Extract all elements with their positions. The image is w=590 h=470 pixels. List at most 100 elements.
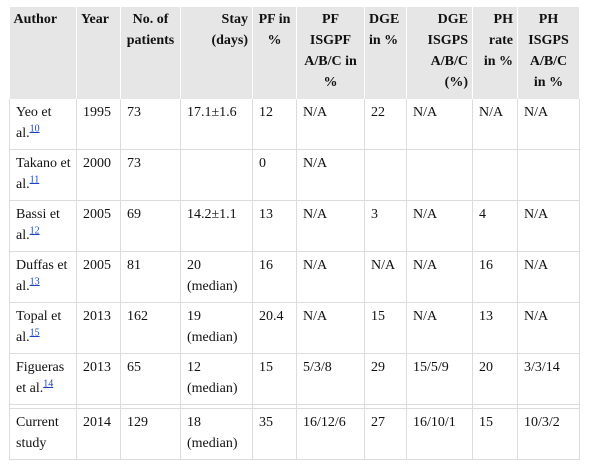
column-header: PH rate in %	[472, 7, 518, 99]
table-row: Current study 2014 129 18 (median) 35 16/12/6…	[9, 408, 580, 460]
ph-rate-cell: 16	[472, 251, 518, 303]
table-row: Topal et al.15 2013 162 19 (median) 20.4 N/A 1…	[9, 302, 580, 354]
column-header-line: PH	[493, 12, 513, 27]
dge-isgps-cell: 16/10/1	[406, 408, 473, 460]
ph-rate-cell: 13	[472, 302, 518, 354]
dge-cell: 22	[364, 99, 407, 150]
ph-rate-cell: 20	[472, 353, 518, 405]
patients-cell: 69	[120, 200, 181, 252]
column-header: DGE in %	[364, 7, 407, 99]
year-cell: 2014	[76, 408, 121, 460]
column-header: DGE ISGPS A/B/C (%)	[406, 7, 473, 99]
pf-isgpf-cell: N/A	[296, 251, 365, 303]
spacer-cell	[296, 404, 365, 409]
author-cell: Yeo et al.10	[9, 99, 77, 150]
stay-cell: 19 (median)	[180, 302, 253, 354]
ph-isgps-cell: N/A	[517, 302, 580, 354]
dge-cell	[364, 149, 407, 201]
dge-cell: 15	[364, 302, 407, 354]
ph-rate-cell	[472, 149, 518, 201]
author-cell: Current study	[9, 408, 77, 460]
ph-isgps-cell: 10/3/2	[517, 408, 580, 460]
patients-cell: 129	[120, 408, 181, 460]
author-cell: Figueras et al.14	[9, 353, 77, 405]
spacer-row	[9, 404, 580, 409]
author-name: Takano et al.	[16, 156, 71, 192]
reference-link[interactable]: 11	[29, 174, 40, 186]
pf-cell: 20.4	[252, 302, 297, 354]
author-cell: Bassi et al.12	[9, 200, 77, 252]
pf-isgpf-cell: N/A	[296, 99, 365, 150]
pf-cell: 13	[252, 200, 297, 252]
year-cell: 2005	[76, 251, 121, 303]
table-row: Yeo et al.10 1995 73 17.1±1.6 12 N/A 22 N/A N/A N…	[9, 99, 580, 150]
column-header: Stay (days)	[180, 7, 253, 99]
year-cell: 1995	[76, 99, 121, 150]
column-header-line: A/B/C	[430, 54, 468, 69]
column-header-line: A/B/C	[529, 54, 568, 69]
column-header-line: (days)	[211, 33, 248, 48]
spacer-cell	[364, 404, 407, 409]
stay-cell: 12 (median)	[180, 353, 253, 405]
column-header: PH ISGPS A/B/C in %	[517, 7, 580, 99]
pf-isgpf-cell: N/A	[296, 302, 365, 354]
pf-isgpf-cell: 5/3/8	[296, 353, 365, 405]
table-row: Duffas et al.13 2005 81 20 (median) 16 N/A N/A…	[9, 251, 580, 303]
ph-isgps-cell: N/A	[517, 251, 580, 303]
column-header-line: No. of	[132, 12, 169, 27]
column-header-line: %	[267, 33, 282, 48]
dge-cell: 3	[364, 200, 407, 252]
ph-isgps-cell: 3/3/14	[517, 353, 580, 405]
column-header: PF in%	[252, 7, 297, 99]
column-header-line: (%)	[444, 75, 468, 90]
dge-isgps-cell	[406, 149, 473, 201]
comparison-table: Author Year No. of patients Stay (days) PF in%…	[9, 7, 580, 460]
spacer-cell	[406, 404, 473, 409]
year-cell: 2000	[76, 149, 121, 201]
reference-link[interactable]: 14	[43, 378, 54, 390]
dge-isgps-cell: N/A	[406, 302, 473, 354]
spacer-cell	[472, 404, 518, 409]
column-header: Year	[76, 7, 121, 99]
reference-link[interactable]: 12	[29, 225, 40, 237]
spacer-cell	[120, 404, 181, 409]
author-name: Current study	[16, 415, 59, 451]
column-header-line: patients	[126, 33, 175, 48]
column-header-line: PF in	[258, 12, 291, 27]
spacer-cell	[252, 404, 297, 409]
pf-isgpf-cell: N/A	[296, 149, 365, 201]
column-header-line: A/B/C in	[304, 54, 357, 69]
reference-link[interactable]: 10	[29, 123, 40, 135]
year-cell: 2013	[76, 353, 121, 405]
column-header-line: Year	[81, 12, 109, 27]
ph-rate-cell: 4	[472, 200, 518, 252]
spacer-cell	[76, 404, 121, 409]
column-header: Author	[9, 7, 77, 99]
column-header-line: rate	[488, 33, 513, 48]
reference-link[interactable]: 15	[29, 327, 40, 339]
author-name: Duffas et al.	[16, 258, 68, 294]
dge-cell: N/A	[364, 251, 407, 303]
pf-isgpf-cell: N/A	[296, 200, 365, 252]
year-cell: 2013	[76, 302, 121, 354]
column-header-line: in %	[369, 33, 399, 48]
table-body: Yeo et al.10 1995 73 17.1±1.6 12 N/A 22 N/A N/A N…	[9, 99, 580, 460]
column-header: No. of patients	[120, 7, 181, 99]
ph-isgps-cell	[517, 149, 580, 201]
author-name: Figueras et al.	[16, 360, 65, 396]
column-header-line: Author	[13, 12, 58, 27]
pf-cell: 15	[252, 353, 297, 405]
ph-rate-cell: 15	[472, 408, 518, 460]
author-cell: Topal et al.15	[9, 302, 77, 354]
pf-cell: 16	[252, 251, 297, 303]
reference-link[interactable]: 13	[29, 276, 40, 288]
column-header-line: %	[323, 75, 338, 90]
patients-cell: 162	[120, 302, 181, 354]
spacer-cell	[180, 404, 253, 409]
column-header-line: DGE	[437, 12, 468, 27]
ph-isgps-cell: N/A	[517, 200, 580, 252]
year-cell: 2005	[76, 200, 121, 252]
author-name: Topal et al.	[16, 309, 62, 345]
column-header-line: PH	[538, 12, 559, 27]
spacer-cell	[517, 404, 580, 409]
